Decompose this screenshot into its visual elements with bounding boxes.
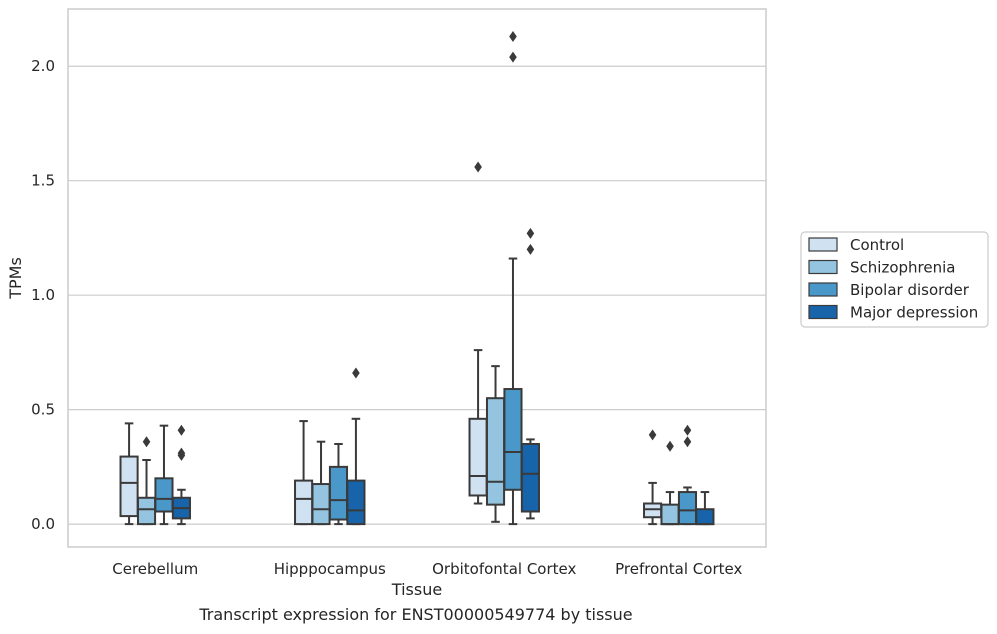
plot-area	[119, 30, 715, 526]
box-0-2	[468, 161, 488, 505]
y-tick-label: 1.5	[31, 172, 55, 190]
y-axis-label: TPMs	[6, 257, 25, 300]
outlier-point	[177, 424, 186, 436]
outlier-point	[666, 440, 674, 452]
box-body	[468, 417, 488, 497]
legend-item: Control	[808, 236, 904, 254]
box-2-2	[503, 30, 523, 526]
box-body	[520, 442, 540, 513]
box-1-1	[311, 440, 331, 526]
box-1-2	[485, 365, 506, 523]
box-3-0	[171, 424, 191, 526]
box-2-1	[328, 442, 349, 526]
legend-frame	[800, 231, 989, 328]
grid-lines	[68, 65, 766, 525]
outlier-point	[526, 243, 535, 255]
x-tick-label: Cerebellum	[112, 560, 198, 578]
box-body	[154, 477, 174, 513]
outlier-point	[648, 429, 657, 441]
legend-swatch	[808, 304, 838, 320]
legend-label: Control	[850, 236, 904, 254]
outlier-point	[509, 51, 517, 63]
box-body	[346, 479, 366, 526]
box-body	[660, 503, 680, 526]
outlier-point	[474, 161, 482, 173]
y-tick-label: 2.0	[31, 57, 55, 75]
outlier-point	[683, 436, 692, 448]
legend-swatch	[808, 237, 838, 252]
x-tick-label: Orbitofontal Cortex	[432, 560, 576, 578]
box-0-3	[643, 429, 663, 526]
legend-swatch	[808, 259, 838, 275]
box-body	[311, 483, 331, 526]
box-body	[503, 388, 523, 491]
legend: Control Schizophrenia Bipolar disorder Majo…	[800, 231, 989, 328]
box-0-0	[119, 422, 139, 526]
legend-item: Schizophrenia	[808, 259, 955, 277]
box-body	[136, 496, 157, 526]
box-body	[294, 479, 314, 526]
outlier-point	[352, 367, 360, 379]
legend-label: Bipolar disorder	[850, 281, 970, 299]
box-3-3	[695, 491, 715, 526]
box-body	[328, 465, 349, 521]
legend-label: Schizophrenia	[850, 259, 955, 277]
y-tick-label: 1.0	[31, 286, 55, 304]
axes: 0.0 0.5 1.0 1.5 2.0 Cerebellum Hipppocampus Orb…	[31, 8, 767, 578]
x-tick-label: Hipppocampus	[274, 560, 386, 578]
y-tick-label: 0.0	[31, 515, 55, 533]
box-body	[677, 491, 698, 526]
plot-frame	[67, 8, 767, 548]
box-0-1	[294, 420, 314, 526]
y-tick-label: 0.5	[31, 401, 55, 419]
legend-item: Major depression	[808, 304, 978, 322]
box-body	[643, 502, 663, 519]
outlier-point	[142, 436, 151, 448]
box-body	[695, 508, 715, 526]
chart-caption: Transcript expression for ENST0000054977…	[199, 605, 633, 624]
x-axis-label: Tissue	[391, 580, 442, 599]
outlier-point	[526, 227, 535, 239]
box-3-1	[346, 367, 366, 526]
legend-label: Major depression	[850, 304, 978, 322]
outlier-point	[683, 424, 692, 436]
box-body	[119, 455, 139, 518]
legend-swatch	[808, 282, 838, 297]
box-2-0	[154, 424, 174, 526]
box-1-3	[660, 440, 680, 526]
box-body	[485, 397, 506, 506]
outlier-point	[509, 30, 517, 42]
x-tick-label: Prefrontal Cortex	[615, 560, 742, 578]
legend-item: Bipolar disorder	[808, 281, 970, 299]
outlier-point	[177, 447, 186, 459]
box-1-0	[136, 436, 157, 526]
box-3-2	[520, 227, 540, 520]
box-2-3	[677, 424, 698, 526]
